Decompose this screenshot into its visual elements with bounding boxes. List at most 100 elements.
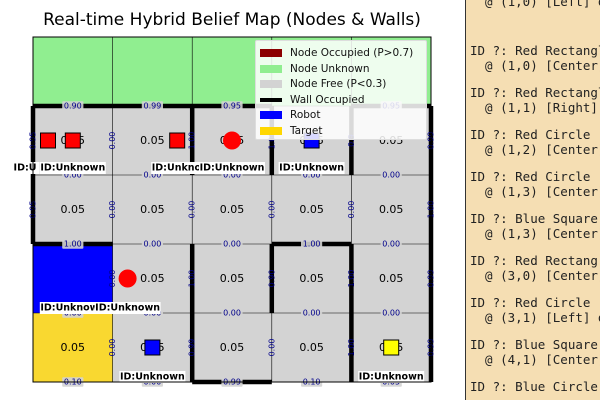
cell-2-3 [271,175,352,244]
cell-prob-3-1: 0.05 [140,272,165,285]
cell-prob-2-2: 0.05 [220,203,245,216]
id-label-8: ID:Unknown [359,372,424,383]
sidebar-line: ID ?: Red Rectangl [470,43,600,58]
sidebar-line: ID ?: Red Rectang [470,253,598,268]
legend-swatch [260,80,282,88]
legend-label: Wall Occupied [290,93,365,106]
legend-item: Node Occupied (P>0.7) [260,47,413,59]
legend-swatch [260,97,282,102]
legend-swatch [260,126,282,135]
v-wall-label-18: 0.99 [188,339,197,357]
cell-3-3 [271,244,352,313]
h-wall-label-9-bg [62,239,84,249]
cell-2-0 [33,175,113,244]
v-wall-label-4: 0.9 [347,134,356,147]
id-label-1: ID:Unknown [40,163,105,174]
sidebar-line: ID ?: Red Rectangl [470,85,600,100]
sidebar-line: ID ?: Blue Square [470,211,600,226]
h-wall-label-12: 1.00 [303,240,321,249]
legend-label: Node Unknown [290,62,370,75]
id-label-bg-4 [278,162,345,174]
id-label-5: ID:Unknown [40,303,105,314]
h-wall-label-7: 0.00 [303,171,321,180]
legend-label: Target [290,124,323,137]
h-wall-label-8: 0.00 [382,171,400,180]
marker-7 [383,339,400,356]
h-wall-label-2-bg [221,101,243,111]
h-wall-label-9: 1.00 [64,240,82,249]
id-label-6: ID:Unknown [95,303,160,314]
v-wall-label-2: 1.00 [188,132,197,150]
h-wall-label-11-bg [221,239,243,249]
legend-item: Target [260,125,322,137]
cell-3-4 [351,244,431,313]
h-wall-label-10: 0.00 [143,240,161,249]
id-label-bg-0 [10,162,40,174]
legend-item: Robot [260,109,320,121]
v-wall-label-9: 0.00 [267,201,276,219]
h-wall-label-5: 0.00 [143,171,161,180]
h-wall-label-16: 0.00 [223,309,241,318]
h-wall-label-0: 0.90 [64,102,82,111]
sidebar-line: @ (1,0) [Center] [470,58,600,73]
v-wall-label-13: 1.00 [188,270,197,288]
cell-0-1 [112,37,193,106]
h-wall-label-1: 0.99 [143,102,161,111]
sidebar-line: ID ?: Blue Square [470,337,600,352]
legend-item: Node Unknown [260,63,369,75]
cell-prob-4-0: 0.05 [61,341,86,354]
h-wall-label-13-bg [380,239,402,249]
h-wall-label-4: 0.00 [64,171,82,180]
sidebar-line: @ (3,0) [Center] [470,268,600,283]
v-wall-label-17: 0.00 [108,339,117,357]
cell-prob-2-1: 0.05 [140,203,165,216]
cell-3-0 [33,244,113,313]
v-wall-label-1: 0.00 [108,132,117,150]
id-label-3: ID:Unknown [200,163,265,174]
legend-swatch [260,64,282,73]
marker-0 [40,132,56,149]
v-wall-label-20: 1.00 [347,339,356,357]
cell-3-2 [192,244,272,313]
map-frame [32,36,432,383]
cell-prob-3-3: 0.05 [299,272,324,285]
cell-prob-2-0: 0.05 [61,203,86,216]
v-wall-label-15: 1.00 [347,270,356,288]
h-wall-label-17-bg [301,308,323,318]
sidebar-line: @ (1,0) [Left] o [470,0,600,9]
sidebar-line: @ (4,1) [Center] [470,352,600,367]
detections-sidebar[interactable]: @ (1,0) [Left] o ID ?: Red Rectangl @ (1,… [465,0,600,400]
v-wall-label-3: 1.00 [267,132,276,150]
id-label-bg-1 [39,162,106,174]
cell-prob-4-2: 0.05 [220,341,245,354]
sidebar-line: @ (1,3) [Center] [470,184,600,199]
h-wall-label-17: 0.00 [303,309,321,318]
marker-2 [169,132,186,149]
h-wall-label-11: 0.00 [223,240,241,249]
v-wall-label-12: 0.00 [108,270,117,288]
cell-0-0 [33,37,113,106]
cell-4-0 [33,313,113,382]
h-wall-label-10-bg [141,239,163,249]
v-wall-label-8: 0.00 [188,201,197,219]
cell-prob-3-4: 0.05 [379,272,404,285]
h-wall-label-6: 0.00 [223,171,241,180]
cell-prob-1-1: 0.05 [140,134,165,147]
id-label-bg-3 [199,162,265,174]
id-label-bg-6 [94,302,161,314]
marker-1 [64,132,81,149]
marker-3 [223,131,241,150]
sidebar-line: @ (1,1) [Right] [470,100,600,115]
cell-2-2 [192,175,272,244]
h-wall-label-13: 0.00 [382,240,400,249]
sidebar-line: ID ?: Red Circle [470,127,600,142]
legend-swatch [260,49,282,57]
sidebar-line: ID ?: Blue Circle [470,379,600,394]
v-wall-label-19: 0.00 [267,339,276,357]
h-wall-label-12-bg [301,239,323,249]
chart-title: Real-time Hybrid Belief Map (Nodes & Wal… [43,10,421,30]
id-label-bg-8 [358,371,425,383]
cell-prob-4-3: 0.05 [299,341,324,354]
sidebar-line: @ (1,2) [Center] [470,142,600,157]
sidebar-line: @ (3,1) [Left] o [470,310,600,325]
